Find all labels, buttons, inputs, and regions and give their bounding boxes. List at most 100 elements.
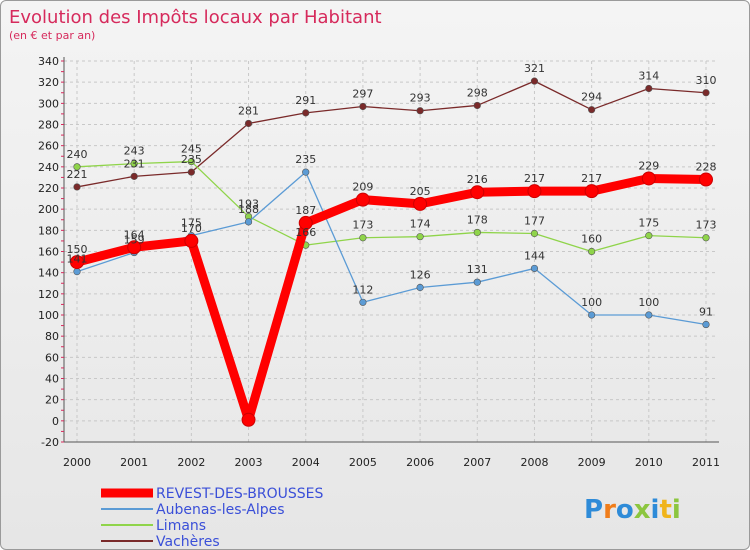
y-tick-label: 320 xyxy=(38,76,59,89)
data-label: 170 xyxy=(181,222,202,235)
y-tick-label: 60 xyxy=(45,351,59,364)
y-tick-label: 280 xyxy=(38,119,59,132)
data-label: 141 xyxy=(67,253,88,266)
logo-letter: o xyxy=(616,495,634,525)
y-tick-label: 20 xyxy=(45,394,59,407)
data-point-0 xyxy=(127,240,142,255)
data-label: 321 xyxy=(524,62,545,75)
data-label: 166 xyxy=(295,226,316,239)
data-label: 178 xyxy=(467,213,488,226)
logo-letter: r xyxy=(603,495,616,525)
x-tick-label: 2011 xyxy=(692,456,720,469)
y-tick-label: 220 xyxy=(38,182,59,195)
data-label: 150 xyxy=(67,243,88,256)
data-point-3 xyxy=(416,107,424,115)
data-label: 229 xyxy=(638,159,659,172)
chart-title: Evolution des Impôts locaux par Habitant xyxy=(9,7,382,28)
grid xyxy=(64,60,717,443)
data-label: 131 xyxy=(467,263,488,276)
data-point-2 xyxy=(645,232,653,240)
data-label: 159 xyxy=(124,234,145,247)
data-point-0 xyxy=(584,184,599,199)
legend-label: Limans xyxy=(156,518,206,534)
data-point-1 xyxy=(302,168,310,176)
data-point-1 xyxy=(359,298,367,306)
y-tick-label: 180 xyxy=(38,224,59,237)
data-label: 216 xyxy=(467,173,488,186)
data-point-0 xyxy=(70,255,84,270)
data-label: 310 xyxy=(696,74,717,87)
data-label: 314 xyxy=(638,70,659,83)
y-tick-label: 120 xyxy=(38,288,59,301)
series-layer xyxy=(70,77,713,427)
data-point-3 xyxy=(244,119,253,128)
data-point-3 xyxy=(73,183,81,191)
x-tick-label: 2005 xyxy=(349,456,377,469)
y-tick-label: 0 xyxy=(52,415,59,428)
logo-letter: x xyxy=(634,495,651,525)
data-label: 126 xyxy=(410,268,431,281)
data-label: 205 xyxy=(410,185,431,198)
data-point-2 xyxy=(416,233,424,241)
data-point-1 xyxy=(473,278,481,286)
data-label: 217 xyxy=(581,172,602,185)
series-line-2 xyxy=(76,160,707,253)
data-label: 228 xyxy=(696,161,717,174)
data-label: 160 xyxy=(581,233,602,246)
data-point-2 xyxy=(588,247,596,256)
data-point-2 xyxy=(530,229,539,238)
data-point-3 xyxy=(359,102,367,111)
data-label: 164 xyxy=(124,228,145,241)
data-point-1 xyxy=(702,320,710,329)
data-label: 281 xyxy=(238,104,259,117)
data-label: 243 xyxy=(124,145,145,158)
data-point-3 xyxy=(702,89,710,97)
data-label: 221 xyxy=(67,168,88,181)
data-point-3 xyxy=(302,109,310,117)
x-tick-label: 2006 xyxy=(406,456,434,469)
y-tick-label: 260 xyxy=(38,140,59,153)
data-label: 193 xyxy=(238,198,259,211)
x-tick-label: 2004 xyxy=(292,456,320,469)
data-label: 91 xyxy=(699,306,713,319)
data-point-2 xyxy=(473,228,481,237)
data-point-2 xyxy=(73,163,81,171)
data-label: 297 xyxy=(352,88,373,101)
data-label: 175 xyxy=(181,217,202,230)
data-label: 173 xyxy=(352,219,373,232)
data-label: 291 xyxy=(295,94,316,107)
data-point-1 xyxy=(530,264,539,273)
data-point-0 xyxy=(298,215,313,230)
data-point-3 xyxy=(130,172,138,180)
x-tick-label: 2002 xyxy=(177,456,205,469)
data-label: 100 xyxy=(581,296,602,309)
data-label: 235 xyxy=(181,153,202,166)
proxiti-logo: Proxiti xyxy=(584,495,681,525)
data-label: 298 xyxy=(467,86,488,99)
data-point-2 xyxy=(187,157,195,166)
y-tick-label: 300 xyxy=(38,97,59,110)
data-point-3 xyxy=(187,168,195,176)
data-point-1 xyxy=(645,311,653,319)
data-point-1 xyxy=(73,268,81,276)
data-point-3 xyxy=(473,101,481,110)
data-label: 245 xyxy=(181,143,202,156)
data-point-1 xyxy=(588,311,596,319)
series-line-0 xyxy=(72,173,711,425)
data-point-2 xyxy=(130,160,138,168)
y-tick-label: 140 xyxy=(38,267,59,280)
data-point-1 xyxy=(244,218,253,226)
data-point-0 xyxy=(641,171,656,186)
data-label: 173 xyxy=(696,219,717,232)
x-tick-label: 2001 xyxy=(120,456,148,469)
legend-label: REVEST-DES-BROUSSES xyxy=(156,486,323,502)
data-label: 231 xyxy=(124,157,145,170)
data-label: 100 xyxy=(638,296,659,309)
data-point-2 xyxy=(702,234,710,242)
axes: -20 0 20 40 60 80 100 120 140 160 180 200 220 240 260 2… xyxy=(38,55,720,469)
x-tick-label: 2008 xyxy=(520,456,548,469)
data-point-0 xyxy=(184,233,199,248)
data-label: 144 xyxy=(524,249,545,262)
